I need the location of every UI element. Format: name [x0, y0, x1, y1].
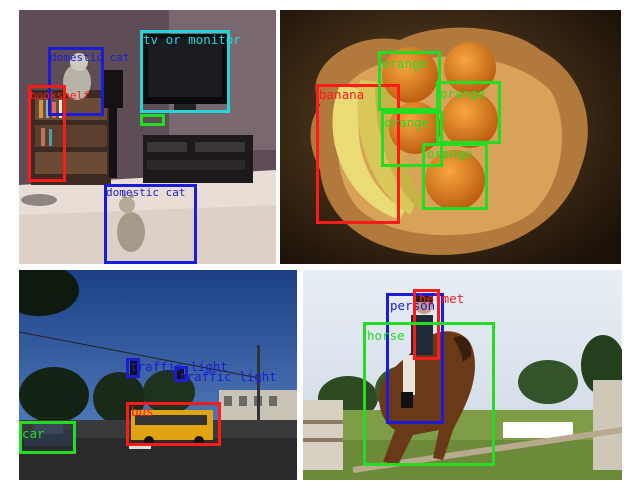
detection-box	[174, 366, 188, 382]
detection-box	[104, 184, 197, 264]
detection-box	[381, 111, 443, 167]
detection-box	[126, 358, 140, 378]
detection-label: bus	[131, 404, 154, 419]
detection-label: orange	[382, 56, 428, 71]
detection-box	[126, 402, 221, 446]
detection-label: domestic cat	[50, 51, 130, 64]
detection-box	[140, 30, 230, 113]
detection-label: banana	[319, 87, 365, 102]
living-room-panel: tv or monitor domestic cat bookshelf dom…	[19, 10, 276, 264]
street-panel: traffic light traffic light bus car	[19, 270, 297, 480]
detection-box	[316, 84, 400, 224]
detection-label: bookshelf	[30, 89, 90, 102]
equestrian-photo	[303, 270, 622, 480]
detection-label: car	[22, 426, 45, 441]
street-photo	[19, 270, 297, 480]
detection-label: person	[390, 298, 436, 313]
detection-label: orange	[440, 86, 486, 101]
detection-box	[28, 85, 66, 182]
detection-label: traffic light	[179, 369, 277, 384]
fruit-bowl-panel: banana orange orange orange orange	[280, 10, 621, 264]
detection-label: orange	[384, 115, 430, 130]
detection-label: tv or monitor	[143, 32, 241, 47]
detection-box	[422, 143, 488, 210]
detection-box	[19, 421, 76, 454]
detection-box	[363, 322, 495, 466]
detection-label: helmet	[419, 291, 465, 306]
detection-box	[48, 47, 104, 116]
detection-label: horse	[367, 328, 405, 343]
living-room-photo	[19, 10, 276, 264]
detection-label: orange	[427, 146, 473, 161]
detection-box	[140, 114, 165, 126]
equestrian-panel: person helmet horse	[303, 270, 622, 480]
detection-label: domestic cat	[106, 186, 186, 199]
